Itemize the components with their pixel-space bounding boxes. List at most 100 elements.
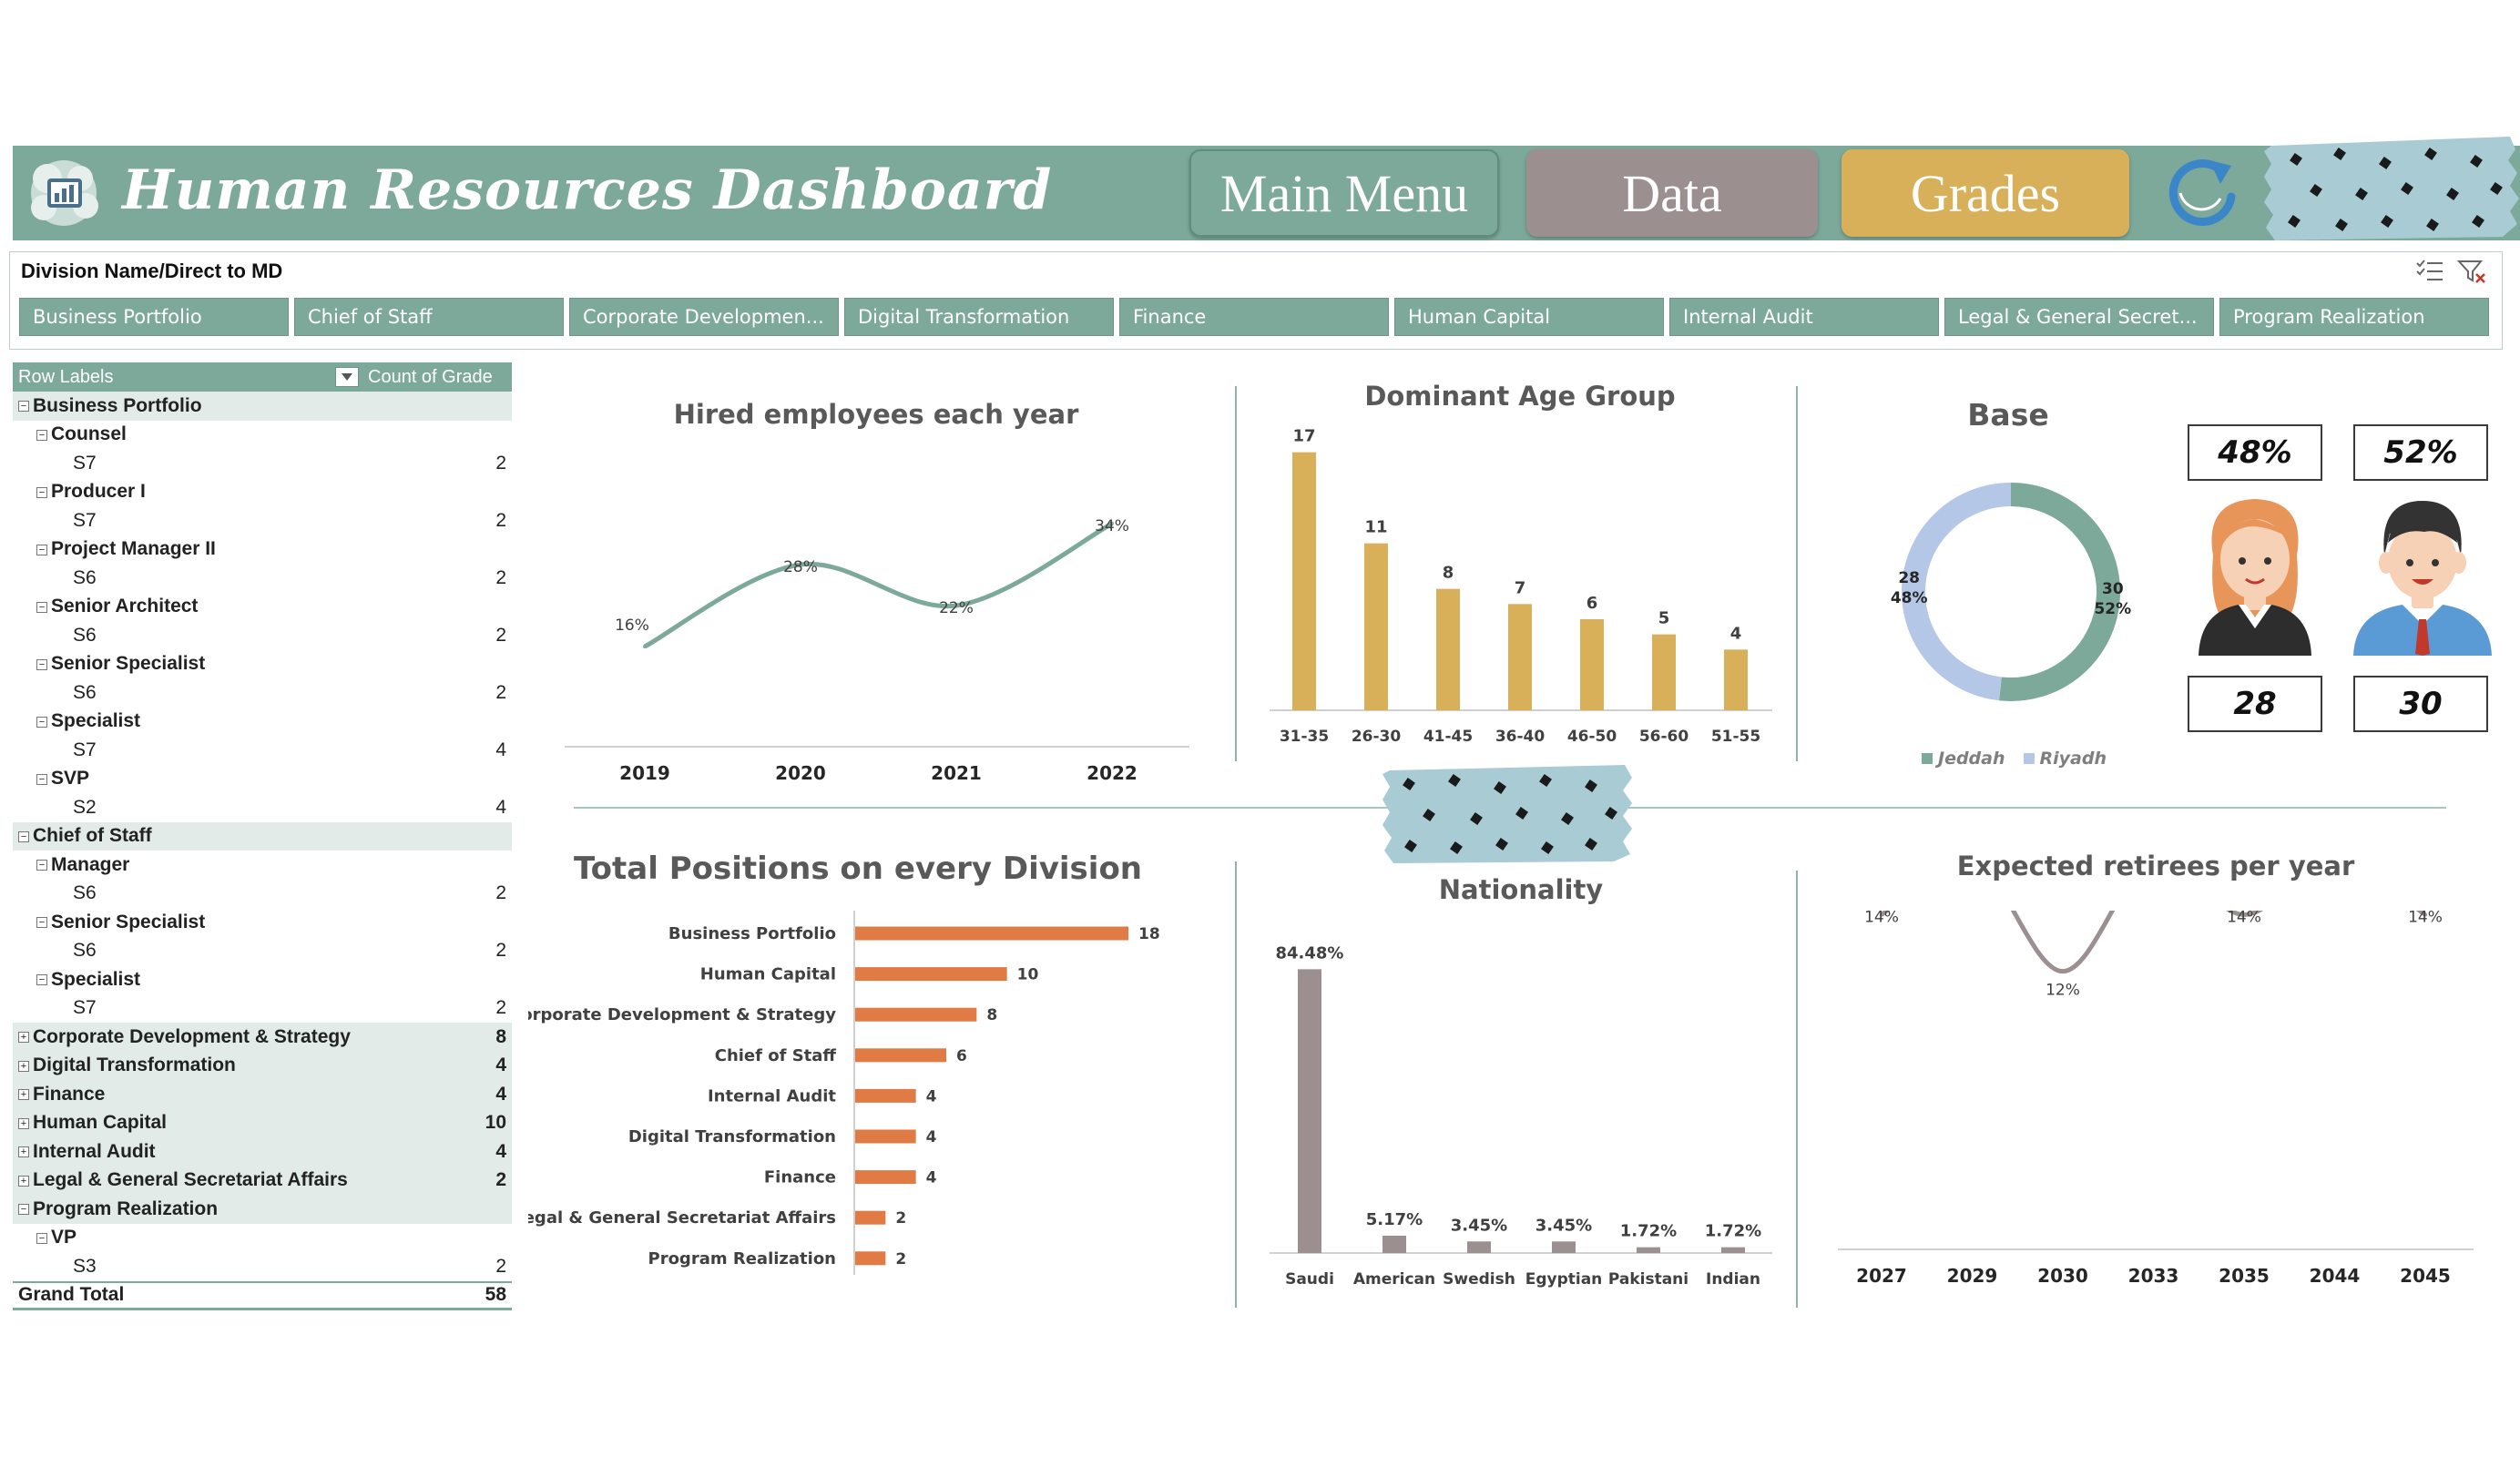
pivot-row-label: Senior Architect: [51, 596, 199, 617]
bar: [855, 926, 1128, 941]
y-tick-label: Internal Audit: [708, 1086, 836, 1105]
slicer-item[interactable]: Legal & General Secret...: [1944, 298, 2214, 336]
slicer-items: Business Portfolio Chief of Staff Corporat…: [19, 298, 2496, 338]
pivot-row: − Senior Architect: [13, 593, 512, 622]
data-label: 14%: [1864, 911, 1899, 926]
collapse-icon[interactable]: −: [36, 974, 47, 986]
pivot-row-value: 2: [495, 940, 506, 962]
data-label: 1.72%: [1705, 1222, 1761, 1241]
pivot-row-value: 2: [495, 681, 506, 703]
x-tick-label: 2027: [1856, 1265, 1907, 1287]
clear-filter-icon[interactable]: [2456, 258, 2487, 285]
bar: [855, 1048, 946, 1063]
x-tick-label: 2033: [2128, 1265, 2179, 1287]
pivot-row-label: Corporate Development & Strategy: [33, 1025, 351, 1047]
age-bar-chart: 17 31-35 11 26-30 8 41-45 7 36-40 6 46-50 5 56-60 4 5…: [1270, 427, 1772, 746]
pivot-row-value: 2: [495, 452, 506, 474]
data-label: 17: [1292, 427, 1315, 446]
female-employee-icon: [2186, 492, 2324, 656]
data-point: [2242, 912, 2246, 917]
data-point: [954, 604, 958, 607]
collapse-icon[interactable]: −: [36, 658, 47, 670]
slicer-item[interactable]: Finance: [1119, 298, 1389, 336]
collapse-icon[interactable]: −: [18, 1204, 29, 1216]
expand-icon[interactable]: +: [18, 1117, 29, 1129]
expand-icon[interactable]: +: [18, 1060, 29, 1072]
pivot-row-label: Business Portfolio: [33, 394, 202, 416]
x-tick-label: 2020: [775, 762, 826, 784]
pivot-row-label: S6: [73, 681, 97, 703]
retirees-chart-title: Expected retirees per year: [1956, 851, 2355, 881]
expand-icon[interactable]: +: [18, 1032, 29, 1044]
data-point: [2061, 969, 2065, 973]
filter-dropdown-icon[interactable]: [335, 367, 359, 387]
grades-button[interactable]: Grades: [1842, 149, 2129, 237]
pivot-row: − Senior Specialist: [13, 908, 512, 937]
data-label: 7: [1515, 578, 1526, 597]
collapse-icon[interactable]: −: [36, 544, 47, 555]
collapse-icon[interactable]: −: [18, 830, 29, 842]
pivot-row: S7 4: [13, 736, 512, 765]
collapse-icon[interactable]: −: [36, 429, 47, 441]
slicer-item[interactable]: Human Capital: [1394, 298, 1664, 336]
pivot-row-label: Finance: [33, 1083, 106, 1105]
pivot-row-label: VP: [51, 1227, 77, 1248]
bar: [1637, 1247, 1660, 1253]
slice-percent-label: 48%: [1891, 589, 1928, 607]
collapse-icon[interactable]: −: [36, 773, 47, 785]
slicer-item[interactable]: Program Realization: [2219, 298, 2489, 336]
pivot-row: S2 4: [13, 793, 512, 822]
series-line: [643, 521, 1114, 649]
pivot-rows: − Business Portfolio − Counsel S7 2− Producer …: [13, 392, 512, 1281]
x-tick-label: 31-35: [1280, 728, 1329, 746]
slicer-item[interactable]: Business Portfolio: [19, 298, 289, 336]
bar: [1467, 1241, 1491, 1253]
data-button[interactable]: Data: [1526, 149, 1818, 237]
pivot-row-value: 2: [495, 509, 506, 531]
refresh-icon[interactable]: [2153, 151, 2251, 235]
expand-icon[interactable]: +: [18, 1089, 29, 1101]
data-label: 14%: [2408, 911, 2443, 926]
pie-slice: [1999, 483, 2120, 701]
pivot-row-label: S6: [73, 624, 97, 646]
bar: [855, 1007, 977, 1022]
pivot-row-value: 2: [495, 882, 506, 904]
slicer-item[interactable]: Corporate Developmen...: [569, 298, 839, 336]
data-label: 5.17%: [1366, 1210, 1423, 1229]
pivot-table: Row Labels Count of Grade − Business Port…: [13, 362, 512, 1310]
slicer-item[interactable]: Internal Audit: [1669, 298, 1939, 336]
collapse-icon[interactable]: −: [36, 716, 47, 728]
pivot-row-label: Senior Specialist: [51, 653, 206, 675]
bar: [1382, 1235, 1406, 1253]
collapse-icon[interactable]: −: [18, 401, 29, 413]
pivot-row-label: S6: [73, 566, 97, 588]
collapse-icon[interactable]: −: [36, 601, 47, 613]
collapse-icon[interactable]: −: [36, 1232, 47, 1244]
bar: [1436, 588, 1460, 710]
bar: [1508, 604, 1532, 710]
female-count: 28: [2188, 676, 2322, 732]
base-chart-title: Base: [1967, 397, 2049, 433]
pivot-row-value: 4: [495, 1140, 506, 1162]
data-label: 4: [1730, 624, 1742, 643]
pivot-row-value: 4: [495, 1055, 506, 1076]
slicer-item[interactable]: Chief of Staff: [294, 298, 564, 336]
pivot-row-label: Manager: [51, 853, 130, 875]
collapse-icon[interactable]: −: [36, 917, 47, 929]
expand-icon[interactable]: +: [18, 1175, 29, 1187]
x-tick-label: Swedish: [1443, 1270, 1515, 1289]
data-label: 2: [895, 1209, 906, 1228]
data-label: 84.48%: [1276, 943, 1344, 963]
collapse-icon[interactable]: −: [36, 486, 47, 498]
x-tick-label: 2029: [1947, 1265, 1998, 1287]
multi-select-icon[interactable]: [2414, 258, 2445, 285]
expand-icon[interactable]: +: [18, 1146, 29, 1158]
slicer-item[interactable]: Digital Transformation: [844, 298, 1114, 336]
main-menu-button[interactable]: Main Menu: [1189, 149, 1499, 237]
bar: [1298, 969, 1321, 1253]
collapse-icon[interactable]: −: [36, 860, 47, 871]
pivot-row-label: S7: [73, 739, 97, 760]
pivot-row-label: S6: [73, 882, 97, 904]
pivot-row-label: Digital Transformation: [33, 1055, 236, 1076]
data-label: 10: [1017, 966, 1039, 984]
